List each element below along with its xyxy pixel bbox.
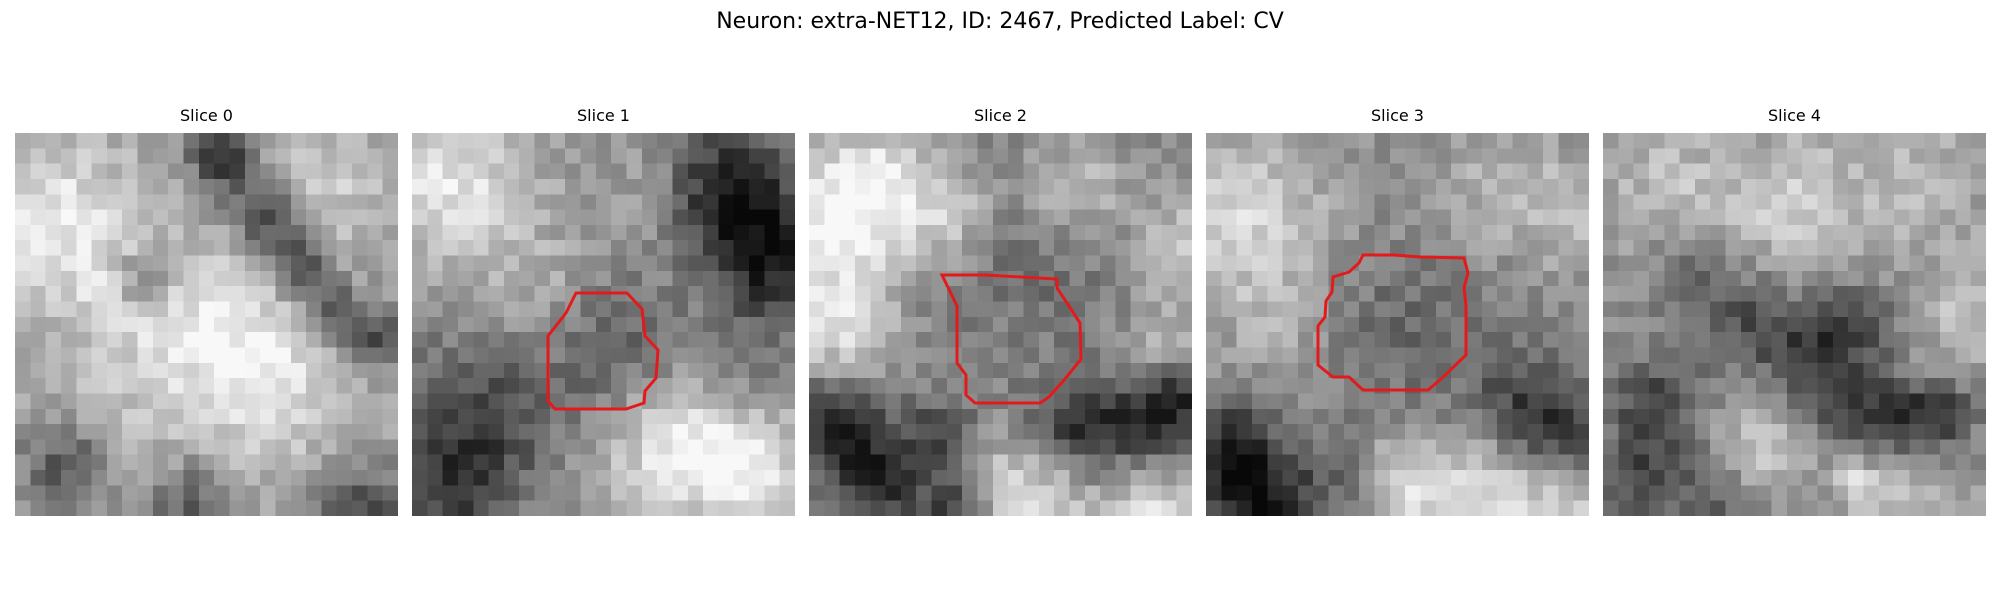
slice-image-2 — [809, 133, 1192, 516]
slice-image-0 — [15, 133, 398, 516]
grayscale-patch-2 — [809, 133, 1192, 516]
slice-image-4 — [1603, 133, 1986, 516]
slice-title-4: Slice 4 — [1768, 106, 1821, 125]
segmentation-contour-2 — [939, 273, 1083, 405]
contour-overlay-3 — [1316, 253, 1470, 392]
segmentation-contour-1 — [546, 291, 660, 411]
grayscale-patch-0 — [15, 133, 398, 516]
slice-image-3 — [1206, 133, 1589, 516]
slice-image-1 — [412, 133, 795, 516]
slice-title-0: Slice 0 — [180, 106, 233, 125]
grayscale-patch-1 — [412, 133, 795, 516]
figure-title: Neuron: extra-NET12, ID: 2467, Predicted… — [716, 9, 1284, 34]
contour-overlay-1 — [546, 291, 660, 411]
grayscale-patch-3 — [1206, 133, 1589, 516]
slice-title-1: Slice 1 — [577, 106, 630, 125]
segmentation-contour-3 — [1316, 253, 1470, 392]
contour-overlay-2 — [939, 273, 1083, 405]
grayscale-patch-4 — [1603, 133, 1986, 516]
slice-title-3: Slice 3 — [1371, 106, 1424, 125]
slice-title-2: Slice 2 — [974, 106, 1027, 125]
